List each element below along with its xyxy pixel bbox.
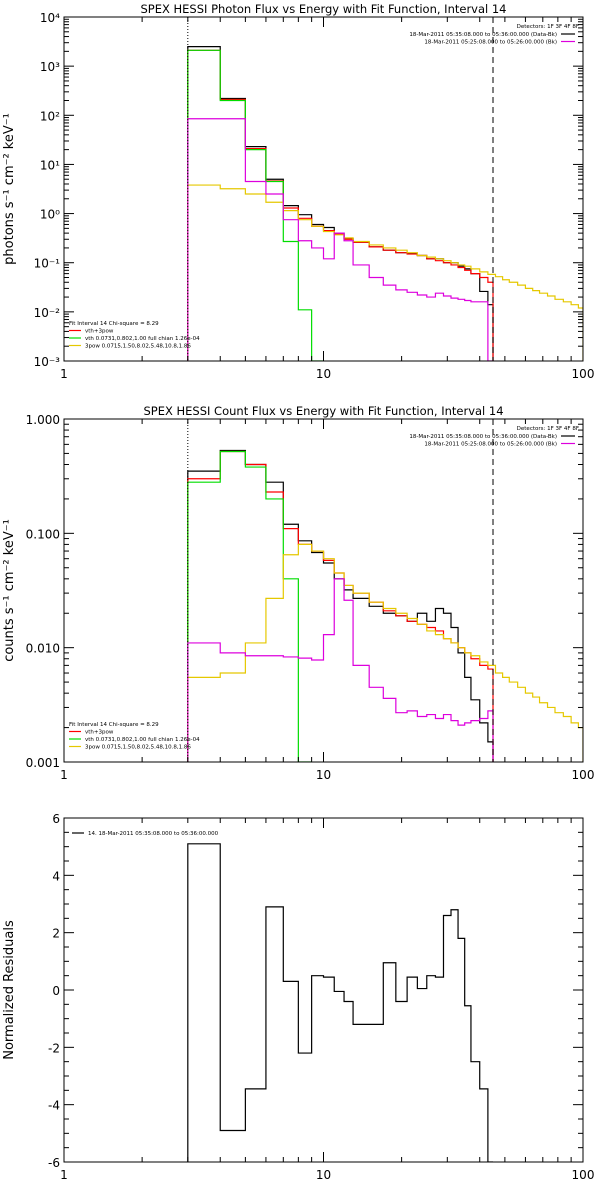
series-magenta-line [187, 578, 494, 762]
fit-legend-header: Fit Interval 14 Chi-square = 8.29 [69, 321, 159, 327]
y-tick-label: 0 [52, 984, 60, 998]
y-tick-label: 4 [52, 869, 60, 883]
x-tick-label: 10 [316, 768, 331, 782]
series-magenta-line [187, 118, 494, 361]
fit-legend-item-yellow: 3pow 0.0715,1.50,8.02,5.48,10.8,1.86 [85, 344, 191, 350]
legend-item-magenta: 18-Mar-2011 05:25:08.000 to 05:26:00.000… [424, 40, 557, 46]
y-tick-label: 2 [52, 927, 60, 941]
series-red-line [187, 49, 494, 361]
y-tick-label: 10⁴ [40, 11, 60, 25]
y-tick-label: 0.001 [26, 756, 60, 770]
x-tick-label: 100 [572, 1168, 595, 1182]
series-yellow-line [187, 543, 583, 762]
y-tick-label: 10⁻³ [34, 355, 61, 369]
chart-panel-1: 1 10 100 10⁻³ 10⁻² 10⁻¹ 10⁰ 10¹ 10² 10³ 10⁴ SPEX HE… [2, 2, 594, 381]
fit-legend-header: Fit Interval 14 Chi-square = 8.29 [69, 722, 159, 728]
legend-item-black: 18-Mar-2011 05:35:08.000 to 05:36:00.000… [409, 434, 557, 440]
fit-legend-item-yellow: 3pow 0.0715,1.50,8.02,5.48,10.8,1.86 [85, 745, 191, 751]
series-green-line [187, 450, 312, 762]
x-tick-label: 10 [316, 1168, 331, 1182]
series-black-line [187, 449, 494, 762]
residual-legend-item: 14. 18-Mar-2011 05:35:08.000 to 05:36:00… [88, 831, 219, 837]
y-tick-label: 0.100 [26, 527, 60, 541]
fit-legend-item-red: vth+3pow [85, 730, 114, 736]
y-axis-label: Normalized Residuals [2, 920, 17, 1060]
plot-frame [63, 418, 584, 763]
x-tick-label: 100 [572, 367, 595, 381]
legend-item-magenta: 18-Mar-2011 05:25:08.000 to 05:26:00.000… [424, 442, 557, 448]
y-axis-label: photons s⁻¹ cm⁻² keV⁻¹ [2, 113, 17, 265]
chart-title: SPEX HESSI Photon Flux vs Energy with Fi… [140, 2, 506, 16]
chart-panel-3: 1 10 100 -6 -4 -2 0 2 4 6 Normalized Residuals 14. … [2, 812, 594, 1182]
y-tick-label: 10¹ [40, 158, 60, 172]
plot-frame [63, 817, 584, 1163]
fit-legend-item-green: vth 0.0731,0.802,1.00 full chian 1.26e-0… [85, 336, 200, 342]
legend-item-black: 18-Mar-2011 05:35:08.000 to 05:36:00.000… [409, 32, 557, 38]
series-black-line [187, 45, 494, 361]
y-tick-label: 10⁰ [40, 208, 60, 222]
legend-header: Detectors: 1F 3F 4F 8F [517, 426, 579, 432]
y-tick-label: -4 [48, 1099, 60, 1113]
series-red-line [187, 450, 494, 762]
x-tick-label: 1 [60, 768, 68, 782]
series-yellow-line [187, 184, 583, 361]
plot-frame [63, 16, 584, 362]
y-tick-label: 10³ [40, 60, 60, 74]
x-tick-label: 1 [60, 1168, 68, 1182]
y-tick-label: 10² [40, 109, 60, 123]
y-axis-label: counts s⁻¹ cm⁻² keV⁻¹ [2, 519, 17, 662]
y-tick-label: 6 [52, 812, 60, 826]
x-tick-label: 10 [316, 367, 331, 381]
y-tick-label: 0.010 [26, 642, 60, 656]
series-green-line [187, 49, 324, 361]
y-tick-label: 1.000 [26, 413, 60, 427]
y-tick-label: 10⁻² [34, 306, 61, 320]
y-tick-label: -2 [48, 1041, 60, 1055]
x-tick-label: 100 [572, 768, 595, 782]
y-tick-label: 10⁻¹ [34, 257, 61, 271]
chart-panel-2: 1 10 100 0.001 0.010 0.100 1.000 SPEX HESSI Cou… [2, 404, 594, 782]
fit-legend-item-red: vth+3pow [85, 329, 114, 335]
fit-legend-item-green: vth 0.0731,0.802,1.00 full chian 1.26e-0… [85, 737, 200, 743]
series-black-line [187, 843, 494, 1162]
legend-header: Detectors: 1F 3F 4F 8F [517, 24, 579, 30]
chart-title: SPEX HESSI Count Flux vs Energy with Fit… [143, 404, 503, 418]
x-tick-label: 1 [60, 367, 68, 381]
y-tick-label: -6 [48, 1156, 60, 1170]
